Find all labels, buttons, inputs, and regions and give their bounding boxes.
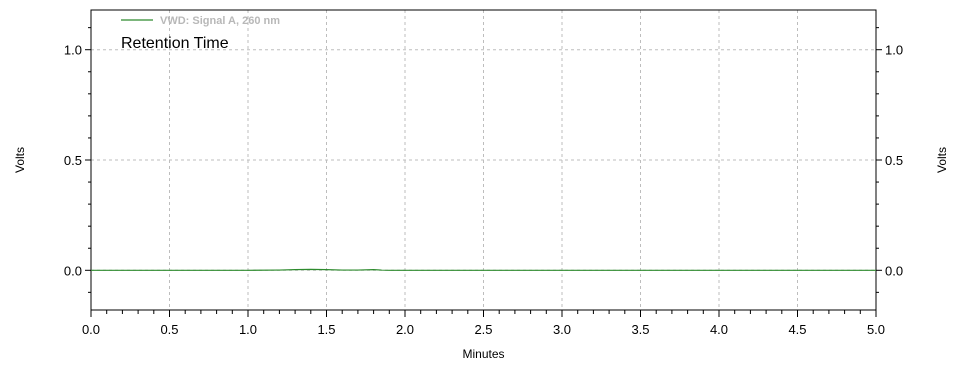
y-axis-title-left: Volts xyxy=(13,147,27,173)
tick-labels: 0.0 0.5 1.0 1.5 2.0 2.5 3.0 3.5 4.0 4.5 5.0 0.0 0.0 0… xyxy=(64,43,903,337)
signal-trace-line xyxy=(91,268,876,271)
x-tick-label: 4.0 xyxy=(710,322,728,337)
x-tick-label: 4.5 xyxy=(788,322,806,337)
x-axis-title: Minutes xyxy=(462,347,504,361)
retention-time-annotation: Retention Time xyxy=(121,35,229,52)
x-tick-label: 2.5 xyxy=(474,322,492,337)
x-tick-label: 5.0 xyxy=(867,322,885,337)
x-tick-label: 0.5 xyxy=(160,322,178,337)
y-tick-label-left: 1.0 xyxy=(64,43,82,58)
y-tick-label-left: 0.5 xyxy=(64,153,82,168)
x-tick-label: 3.5 xyxy=(631,322,649,337)
y-tick-label-right: 0.5 xyxy=(885,153,903,168)
grid-lines xyxy=(91,10,876,310)
legend-entry-label: VWD: Signal A, 260 nm xyxy=(160,15,280,27)
x-tick-label: 0.0 xyxy=(82,322,100,337)
y-tick-label-left: 0.0 xyxy=(64,263,82,278)
x-tick-label: 1.5 xyxy=(317,322,335,337)
y-axis-title-right: Volts xyxy=(935,147,949,173)
axis-ticks xyxy=(85,27,882,317)
y-tick-label-right: 1.0 xyxy=(885,43,903,58)
series-layer xyxy=(91,268,876,271)
x-tick-label: 1.0 xyxy=(239,322,257,337)
x-tick-label: 2.0 xyxy=(396,322,414,337)
x-tick-label: 3.0 xyxy=(553,322,571,337)
y-tick-label-right: 0.0 xyxy=(885,263,903,278)
